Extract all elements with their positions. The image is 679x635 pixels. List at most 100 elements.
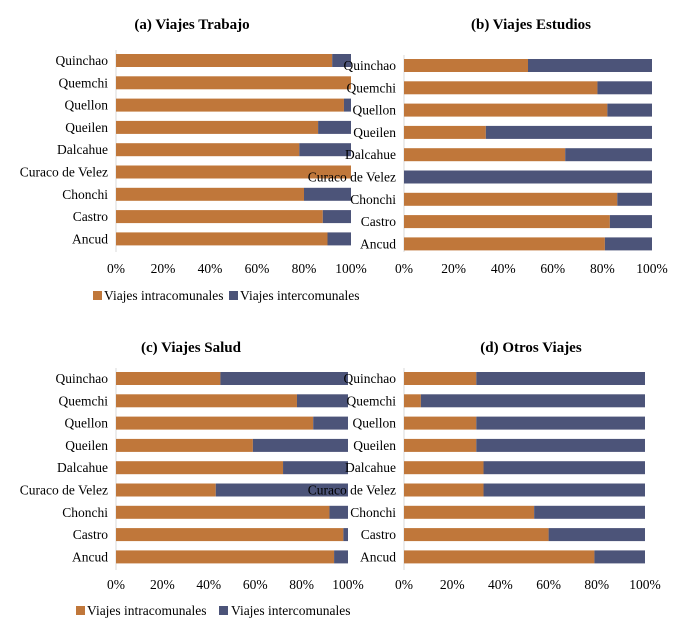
bar-intracomunal [116, 394, 297, 408]
chart-title: (c) Viajes Salud [141, 340, 242, 356]
bar-intracomunal [116, 98, 344, 112]
x-tick-label: 20% [150, 577, 175, 592]
bar-intracomunal [404, 125, 486, 139]
category-label: Dalcahue [345, 147, 396, 162]
x-tick-label: 100% [335, 261, 367, 276]
bar-intracomunal [116, 416, 314, 430]
bar-intercomunal [283, 461, 348, 475]
category-label: Dalcahue [57, 460, 108, 475]
bar-intracomunal [404, 192, 618, 206]
bar-intercomunal [327, 232, 351, 246]
bar-intracomunal [404, 103, 608, 117]
bar-intercomunal [404, 170, 652, 184]
category-label: Curaco de Velez [308, 483, 396, 498]
bar-intracomunal [404, 483, 484, 497]
x-tick-label: 80% [590, 261, 615, 276]
legend-swatch-intracomunal [76, 606, 85, 615]
category-label: Quinchao [56, 371, 109, 386]
category-label: Quellon [353, 103, 397, 118]
category-label: Quemchi [347, 393, 397, 408]
bar-intracomunal [404, 438, 477, 452]
legend-swatch-intracomunal [93, 291, 102, 300]
bar-intercomunal [332, 54, 351, 67]
category-label: Curaco de Velez [20, 483, 108, 498]
category-label: Castro [73, 527, 108, 542]
bar-intracomunal [404, 416, 477, 430]
chart-title: (d) Otros Viajes [480, 340, 582, 356]
category-label: Curaco de Velez [20, 165, 108, 180]
bar-intercomunal [329, 505, 348, 519]
bar-intercomunal [318, 120, 351, 134]
bar-intracomunal [404, 505, 535, 519]
bar-intracomunal [116, 550, 335, 564]
x-tick-label: 60% [245, 261, 270, 276]
bar-intracomunal [404, 215, 610, 229]
x-tick-label: 60% [540, 261, 565, 276]
category-label: Chonchi [62, 187, 108, 202]
bar-intracomunal [404, 550, 595, 564]
category-label: Quemchi [347, 80, 397, 95]
bar-intracomunal [116, 187, 304, 201]
bar-intercomunal [604, 237, 652, 251]
legend-label-intercomunal: Viajes intercomunales [240, 288, 360, 303]
bar-intercomunal [617, 192, 652, 206]
bar-intercomunal [304, 187, 351, 201]
category-label: Queilen [353, 438, 396, 453]
legend-swatch-intercomunal [229, 291, 238, 300]
bar-intercomunal [548, 528, 645, 542]
category-label: Quinchao [344, 58, 397, 73]
bar-intracomunal [116, 232, 328, 246]
x-tick-label: 60% [536, 577, 561, 592]
category-label: Castro [73, 209, 108, 224]
x-tick-label: 100% [636, 261, 668, 276]
bar-intracomunal [116, 120, 319, 134]
category-label: Curaco de Velez [308, 170, 396, 185]
category-label: Quellon [65, 416, 109, 431]
bar-intercomunal [220, 372, 348, 385]
bar-intracomunal [116, 483, 216, 497]
x-tick-label: 80% [289, 577, 314, 592]
x-tick-label: 40% [488, 577, 513, 592]
bar-intercomunal [343, 98, 351, 112]
bar-intracomunal [116, 438, 253, 452]
bar-intercomunal [565, 148, 652, 162]
bar-intercomunal [534, 505, 645, 519]
bar-intracomunal [404, 237, 605, 251]
category-label: Chonchi [350, 505, 396, 520]
bar-intercomunal [607, 103, 652, 117]
x-tick-label: 40% [198, 261, 223, 276]
bar-intercomunal [476, 416, 645, 430]
bar-intercomunal [483, 461, 645, 475]
bar-intracomunal [116, 505, 330, 519]
x-tick-label: 0% [395, 261, 413, 276]
bar-intracomunal [404, 148, 566, 162]
bar-intracomunal [116, 372, 221, 385]
legend-label-intracomunal: Viajes intracomunales [87, 603, 207, 618]
bar-intercomunal [483, 483, 645, 497]
bar-intracomunal [116, 210, 323, 224]
x-tick-label: 0% [107, 577, 125, 592]
x-tick-label: 20% [151, 261, 176, 276]
category-label: Queilen [65, 438, 108, 453]
category-label: Castro [361, 527, 396, 542]
category-label: Ancud [360, 549, 396, 564]
category-label: Quinchao [56, 53, 109, 68]
category-label: Ancud [72, 231, 108, 246]
category-label: Quemchi [59, 393, 109, 408]
category-label: Chonchi [350, 192, 396, 207]
legend-swatch-intercomunal [219, 606, 228, 615]
category-label: Chonchi [62, 505, 108, 520]
chart-title: (a) Viajes Trabajo [134, 17, 249, 33]
bar-intracomunal [116, 461, 284, 475]
x-tick-label: 20% [440, 577, 465, 592]
category-label: Ancud [72, 549, 108, 564]
bar-intracomunal [116, 76, 351, 90]
category-label: Quellon [65, 98, 109, 113]
legend-label-intracomunal: Viajes intracomunales [104, 288, 224, 303]
category-label: Quellon [353, 416, 397, 431]
bar-intercomunal [252, 438, 348, 452]
bar-intracomunal [116, 528, 344, 542]
bar-intercomunal [597, 81, 652, 95]
bar-intracomunal [404, 81, 598, 95]
